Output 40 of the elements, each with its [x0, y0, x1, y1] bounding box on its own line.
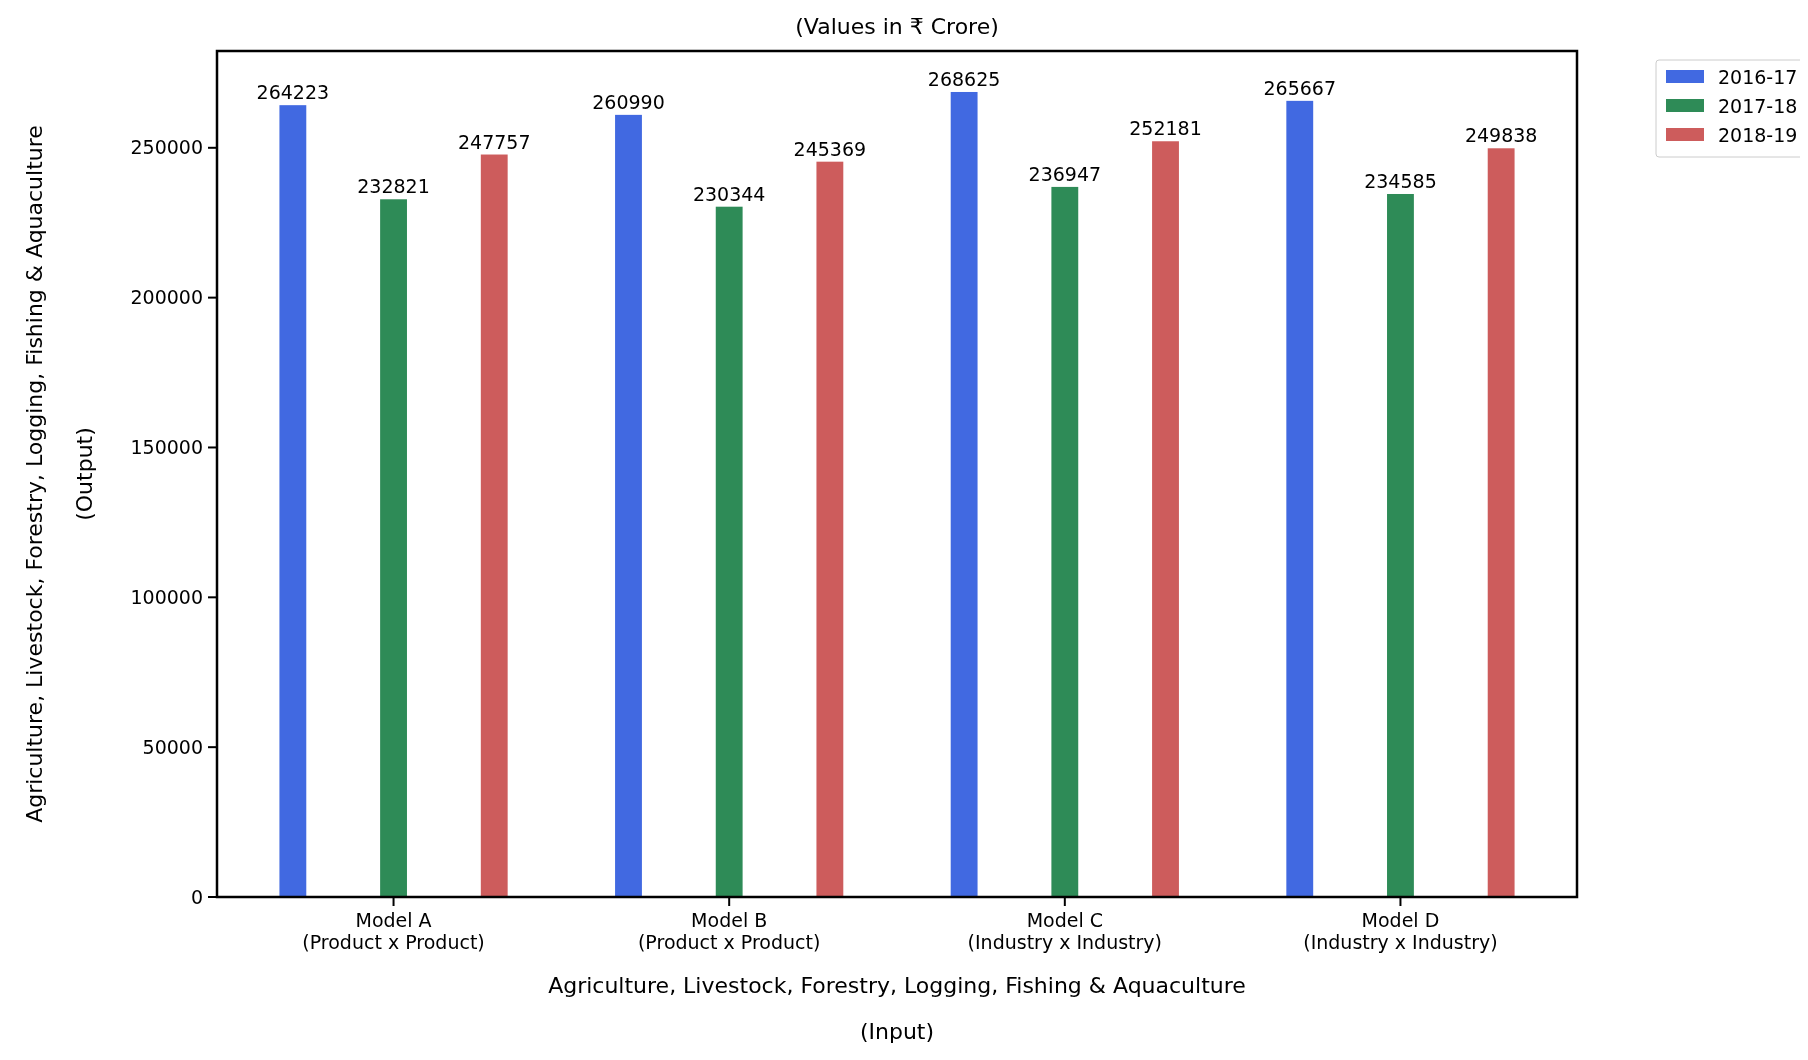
data-label: 260990	[592, 90, 665, 113]
data-label: 247757	[457, 130, 531, 153]
legend-label: 2017-18	[1718, 94, 1798, 117]
x-tick-label: Model A (Product x Product)	[302, 909, 485, 953]
data-label: 236947	[1028, 162, 1102, 185]
y-tick-label: 50000	[142, 735, 203, 758]
bar	[480, 154, 508, 897]
bar	[1051, 186, 1079, 897]
y-tick-label: 100000	[130, 585, 203, 608]
data-label: 249838	[1464, 124, 1538, 147]
y-tick-label: 150000	[130, 436, 203, 459]
bar	[279, 105, 307, 897]
chart-title: (Values in ₹ Crore)	[795, 14, 999, 39]
data-label: 232821	[357, 175, 430, 198]
legend-label: 2016-17	[1718, 65, 1798, 88]
data-label: 234585	[1364, 169, 1437, 192]
x-axis-title: Agriculture, Livestock, Forestry, Logging, Fishing & Aquaculture (Input)	[548, 973, 1246, 1044]
bar	[1286, 100, 1314, 897]
x-tick-label: Model B (Product x Product)	[637, 909, 821, 953]
y-tick-label: 0	[190, 885, 203, 908]
bar	[1387, 193, 1414, 897]
bar	[1152, 141, 1179, 897]
y-tick-label: 200000	[130, 286, 203, 309]
legend-label: 2018-19	[1718, 123, 1798, 146]
bar	[715, 206, 743, 897]
y-tick-label: 250000	[130, 136, 203, 159]
data-label: 265667	[1263, 76, 1337, 99]
y-axis-title: Agriculture, Livestock, Forestry, Logging, Fishing & Aquaculture (Output)	[22, 125, 97, 823]
bar	[1487, 148, 1515, 897]
bar	[380, 199, 407, 897]
data-label: 264223	[256, 81, 330, 104]
data-label: 230344	[692, 182, 766, 205]
data-label: 268625	[927, 67, 1001, 90]
bar	[950, 91, 978, 897]
bar	[615, 114, 642, 897]
data-label: 245369	[793, 137, 867, 160]
data-label: 252181	[1129, 117, 1202, 140]
x-tick-label: Model C (Industry x Industry)	[967, 909, 1163, 953]
x-tick-label: Model D (Industry x Industry)	[1303, 909, 1498, 953]
bar	[816, 161, 844, 897]
